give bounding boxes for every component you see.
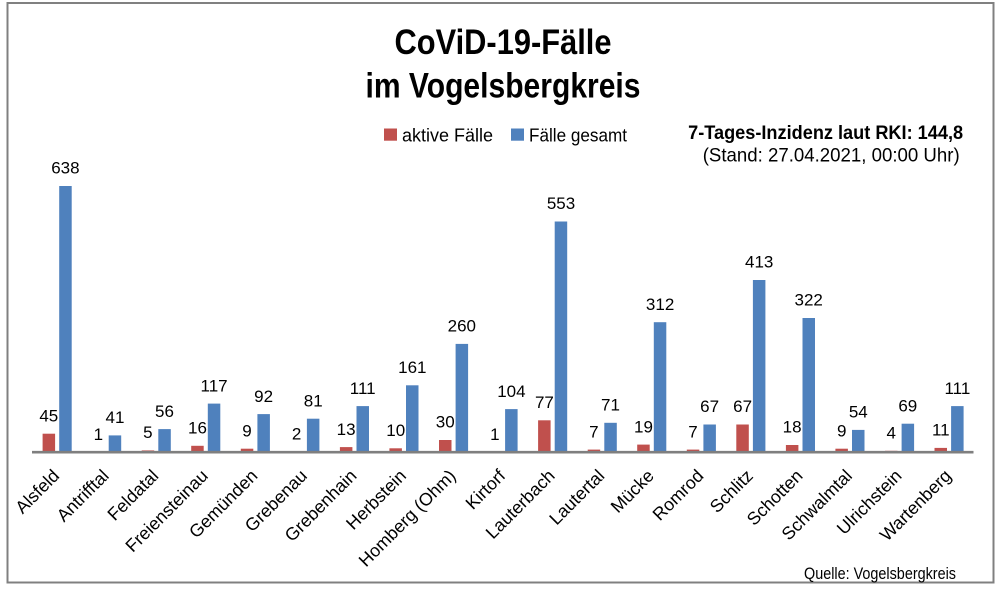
svg-text:Fälle gesamt: Fälle gesamt — [529, 126, 627, 146]
svg-text:2: 2 — [292, 424, 301, 443]
svg-text:19: 19 — [634, 417, 653, 436]
svg-text:13: 13 — [337, 420, 356, 439]
svg-text:18: 18 — [783, 418, 802, 437]
svg-text:45: 45 — [39, 406, 58, 425]
svg-text:260: 260 — [448, 317, 476, 336]
svg-text:9: 9 — [242, 421, 251, 440]
svg-text:67: 67 — [733, 397, 752, 416]
svg-text:1: 1 — [94, 425, 103, 444]
svg-text:77: 77 — [535, 393, 554, 412]
svg-text:(Stand: 27.04.2021, 00:00 Uhr): (Stand: 27.04.2021, 00:00 Uhr) — [703, 145, 960, 167]
svg-text:322: 322 — [795, 291, 823, 310]
svg-text:16: 16 — [188, 419, 207, 438]
svg-text:312: 312 — [646, 295, 674, 314]
svg-text:104: 104 — [497, 382, 525, 401]
svg-text:7: 7 — [688, 422, 697, 441]
svg-text:553: 553 — [547, 194, 575, 213]
svg-text:im Vogelsbergkreis: im Vogelsbergkreis — [366, 67, 641, 106]
svg-text:67: 67 — [700, 397, 719, 416]
svg-text:aktive Fälle: aktive Fälle — [402, 126, 493, 146]
svg-text:92: 92 — [254, 387, 273, 406]
svg-text:11: 11 — [932, 421, 950, 440]
svg-text:1: 1 — [490, 425, 499, 444]
svg-text:111: 111 — [944, 379, 970, 398]
svg-text:4: 4 — [886, 424, 895, 443]
svg-text:117: 117 — [201, 376, 228, 395]
svg-text:413: 413 — [745, 253, 773, 272]
svg-text:30: 30 — [436, 413, 455, 432]
svg-text:7: 7 — [589, 422, 598, 441]
svg-text:41: 41 — [106, 408, 125, 427]
svg-text:Quelle: Vogelsbergkreis: Quelle: Vogelsbergkreis — [804, 564, 956, 583]
svg-text:7-Tages-Inzidenz laut RKI: 144: 7-Tages-Inzidenz laut RKI: 144,8 — [688, 122, 963, 144]
svg-text:9: 9 — [837, 421, 846, 440]
svg-text:56: 56 — [155, 402, 174, 421]
svg-text:81: 81 — [304, 391, 323, 410]
svg-text:638: 638 — [51, 159, 79, 178]
svg-text:161: 161 — [398, 358, 426, 377]
svg-text:71: 71 — [601, 396, 620, 415]
svg-text:111: 111 — [350, 379, 376, 398]
svg-text:5: 5 — [143, 423, 152, 442]
svg-text:CoViD-19-Fälle: CoViD-19-Fälle — [395, 23, 612, 62]
svg-text:54: 54 — [849, 403, 868, 422]
svg-text:10: 10 — [386, 421, 405, 440]
svg-text:69: 69 — [898, 396, 917, 415]
